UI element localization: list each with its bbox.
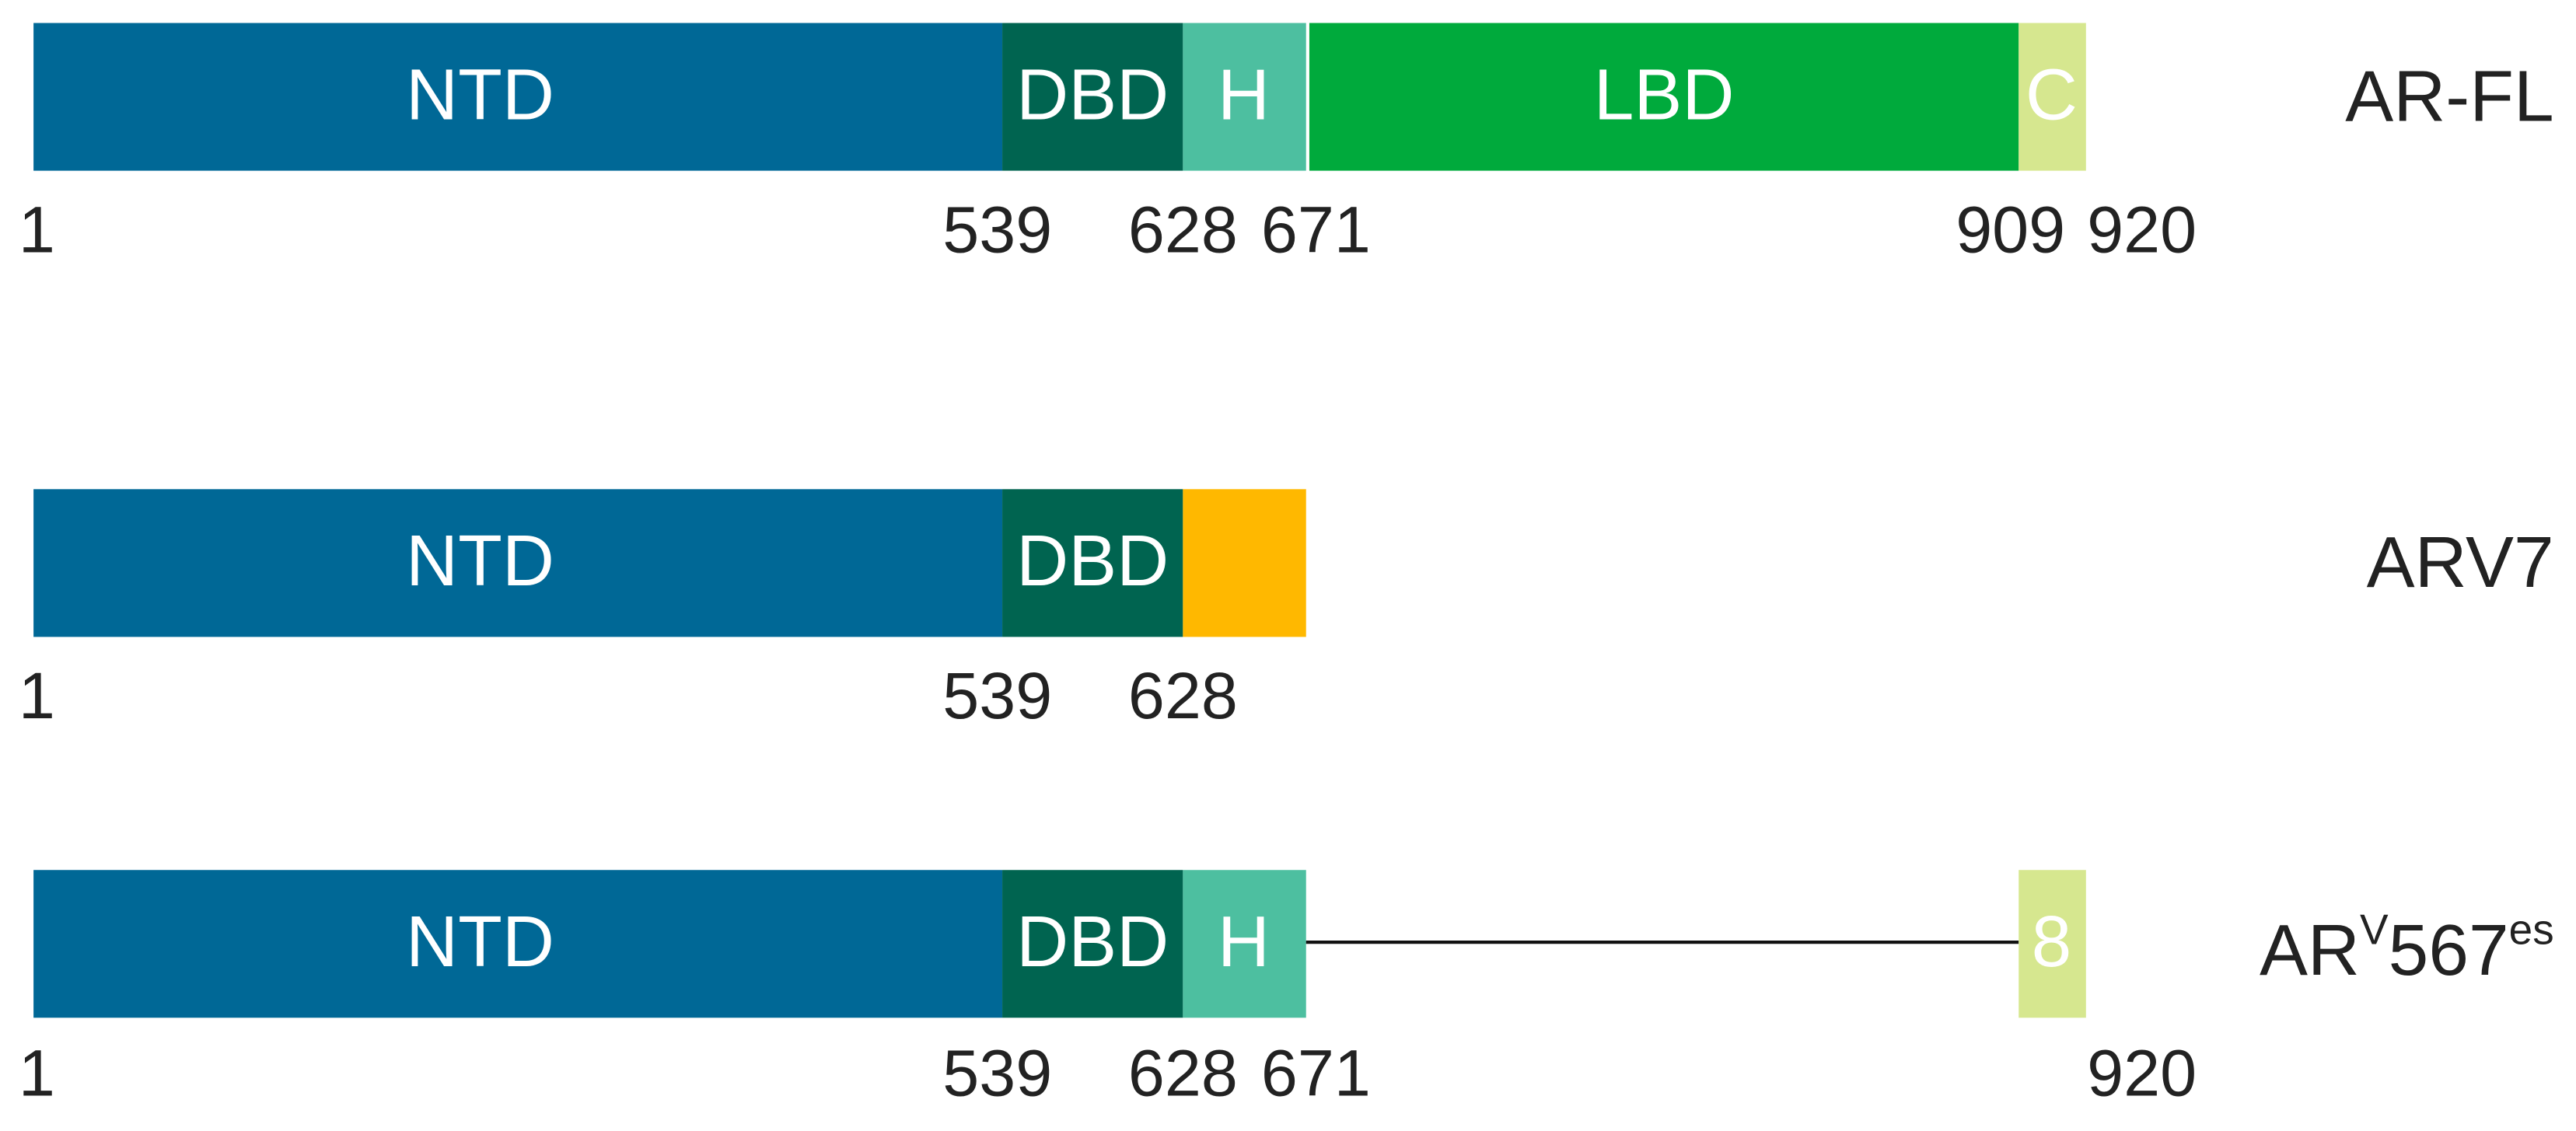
position-label: 1 bbox=[19, 193, 55, 266]
position-label: 628 bbox=[1128, 659, 1238, 732]
domain-label: LBD bbox=[1594, 54, 1735, 134]
isoform-arv7: NTD DBD 1 539 628 ARV7 bbox=[19, 489, 2554, 732]
domain-label: 8 bbox=[2032, 901, 2072, 982]
position-label: 628 bbox=[1128, 193, 1238, 266]
domain-label: C bbox=[2025, 54, 2078, 134]
domain-label: H bbox=[1218, 54, 1270, 134]
isoform-name: ARV567es bbox=[2260, 905, 2554, 990]
name-main: 567 bbox=[2389, 909, 2509, 990]
isoform-ar-fl: NTD DBD H LBD C 1 539 628 671 909 920 AR… bbox=[19, 23, 2554, 266]
domain-label: NTD bbox=[406, 54, 554, 134]
isoform-name: ARV7 bbox=[2367, 522, 2554, 602]
dbd-domain bbox=[1002, 489, 1183, 637]
ntd-domain bbox=[33, 23, 1003, 171]
position-label: 1 bbox=[19, 659, 55, 732]
position-label: 539 bbox=[942, 193, 1052, 266]
position-label: 539 bbox=[942, 1037, 1052, 1110]
dbd-domain bbox=[1002, 870, 1183, 1018]
c-domain bbox=[2019, 23, 2086, 171]
domain-label: H bbox=[1218, 901, 1270, 982]
position-label: 920 bbox=[2087, 193, 2197, 266]
domain-label: NTD bbox=[406, 901, 554, 982]
position-label: 628 bbox=[1128, 1037, 1238, 1110]
position-label: 539 bbox=[942, 659, 1052, 732]
ntd-domain bbox=[33, 870, 1003, 1018]
isoform-name: AR-FL bbox=[2345, 55, 2553, 136]
domain-label: DBD bbox=[1016, 54, 1169, 134]
exon-8 bbox=[2019, 870, 2086, 1018]
position-label: 909 bbox=[1956, 193, 2065, 266]
name-superscript: es bbox=[2509, 905, 2554, 953]
domain-label: NTD bbox=[406, 520, 554, 601]
cryptic-exon bbox=[1183, 489, 1306, 637]
dbd-domain bbox=[1002, 23, 1183, 171]
hinge-domain bbox=[1183, 870, 1306, 1018]
position-label: 671 bbox=[1261, 1037, 1371, 1110]
position-label: 920 bbox=[2087, 1037, 2197, 1110]
name-superscript: V bbox=[2360, 905, 2389, 953]
position-label: 671 bbox=[1261, 193, 1371, 266]
position-label: 1 bbox=[19, 1037, 55, 1110]
domain-label: DBD bbox=[1016, 901, 1169, 982]
ntd-domain bbox=[33, 489, 1003, 637]
name-base: AR bbox=[2260, 909, 2360, 990]
domain-label: DBD bbox=[1016, 520, 1169, 601]
hinge-domain bbox=[1183, 23, 1306, 171]
isoform-arv567es: NTD DBD H 8 1 539 628 671 920 ARV567es bbox=[19, 870, 2554, 1110]
lbd-domain bbox=[1309, 23, 2019, 171]
